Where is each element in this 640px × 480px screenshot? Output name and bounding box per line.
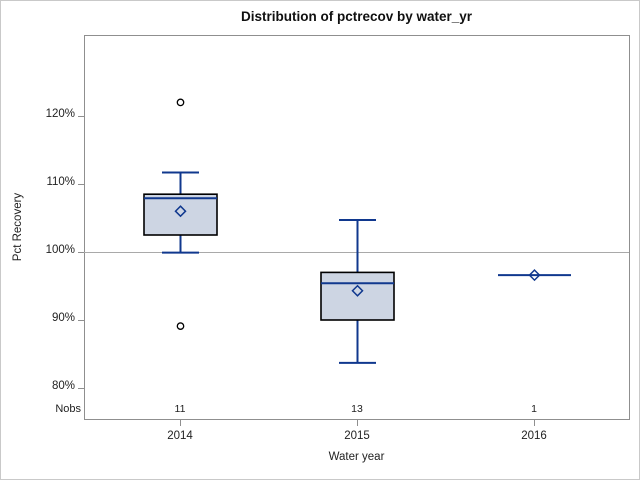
box-group-2016 xyxy=(498,269,571,282)
y-tick-label: 110% xyxy=(46,176,75,188)
box-group-2015 xyxy=(320,219,395,364)
x-category-label: 2015 xyxy=(344,430,370,442)
outlier-point xyxy=(176,322,185,330)
y-tick-label: 80% xyxy=(51,380,75,392)
nobs-value: 1 xyxy=(531,403,537,415)
nobs-row-label: Nobs xyxy=(55,403,81,415)
box-group-2014 xyxy=(143,98,218,330)
x-category-label: 2016 xyxy=(521,430,547,442)
x-category-label: 2014 xyxy=(167,430,193,442)
y-tick-label: 120% xyxy=(45,108,75,120)
mean-diamond xyxy=(528,269,541,282)
iqr-box xyxy=(143,193,218,236)
nobs-value: 11 xyxy=(174,403,186,415)
x-axis-title: Water year xyxy=(328,451,385,463)
mean-diamond xyxy=(174,205,187,218)
y-tick-label: 100% xyxy=(45,244,75,256)
y-axis-title: Pct Recovery xyxy=(12,192,24,262)
outlier-point xyxy=(176,98,185,107)
y-tick-label: 90% xyxy=(51,312,75,324)
chart-title: Distribution of pctrecov by water_yr xyxy=(240,9,473,24)
nobs-value: 13 xyxy=(351,403,363,415)
plot-frame xyxy=(84,35,630,420)
mean-diamond xyxy=(351,284,364,297)
